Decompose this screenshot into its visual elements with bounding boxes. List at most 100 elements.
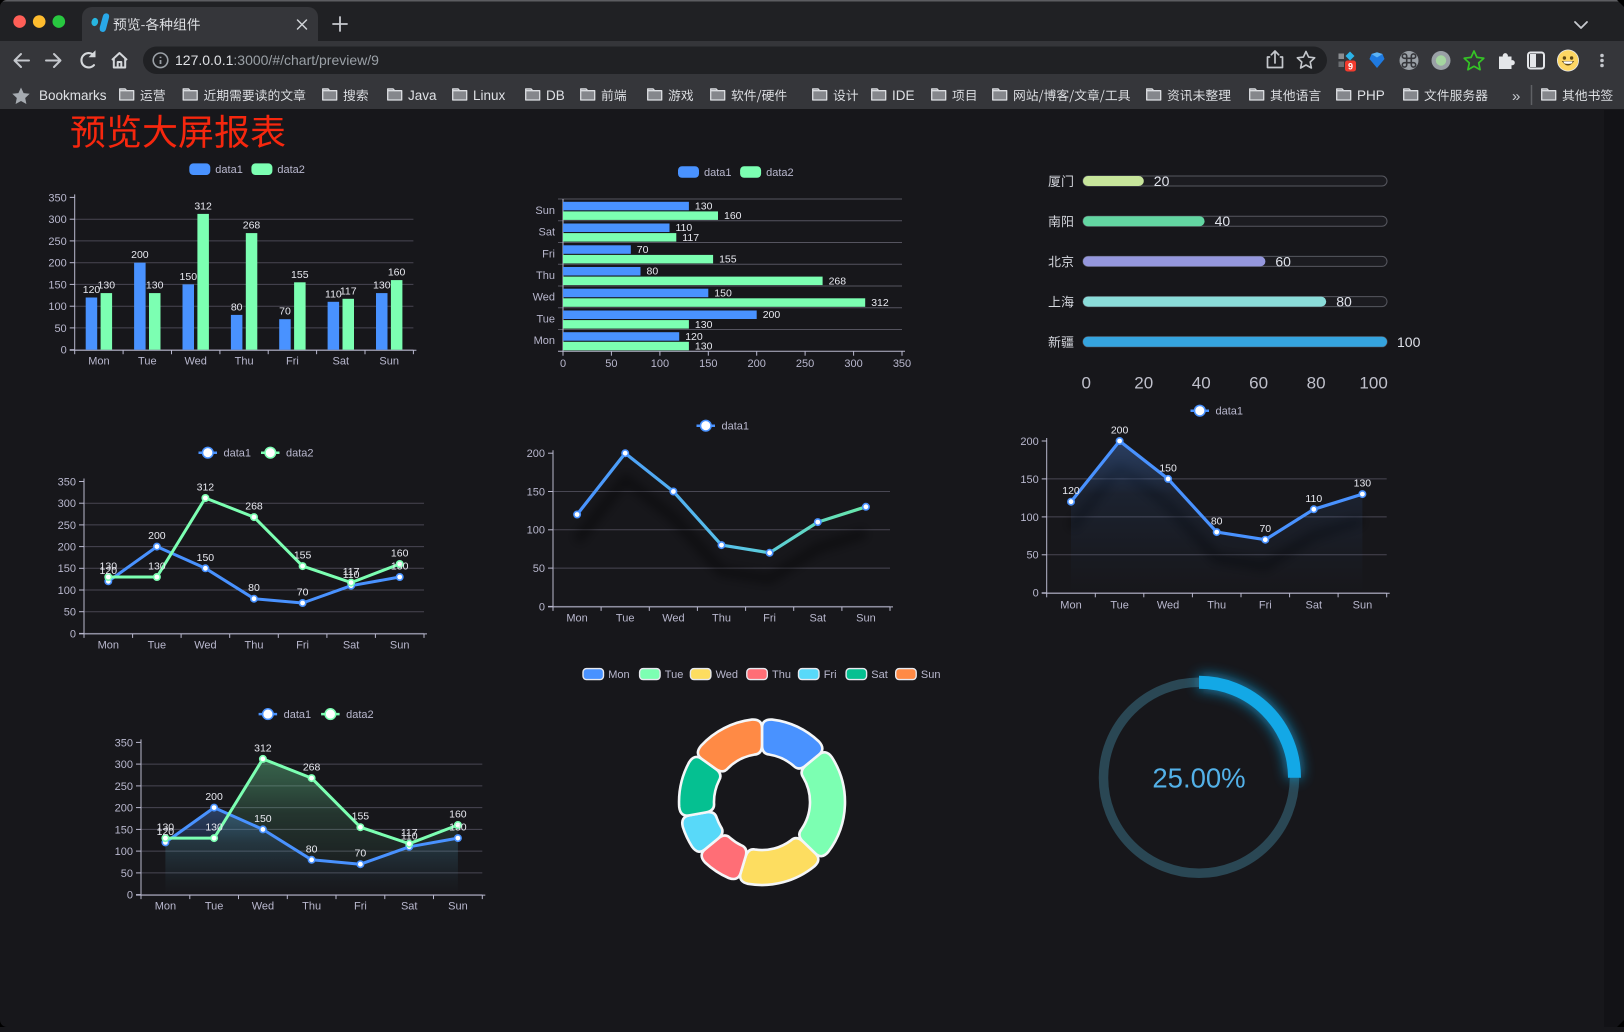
svg-text:Fri: Fri [1259,600,1272,612]
svg-text:200: 200 [1020,436,1038,448]
svg-text:268: 268 [245,501,263,513]
svg-text:»: » [1512,88,1520,105]
svg-text:155: 155 [719,254,737,266]
svg-text:127.0.0.1: 127.0.0.1 [175,52,234,68]
svg-text:Mon: Mon [155,901,176,913]
svg-text:Sun: Sun [448,901,468,913]
svg-text:70: 70 [279,306,291,318]
svg-text:Sat: Sat [343,640,360,652]
svg-text:200: 200 [48,258,66,270]
svg-text:0: 0 [560,358,566,370]
svg-text:50: 50 [605,358,617,370]
svg-text:data2: data2 [286,448,314,460]
svg-text:Sat: Sat [401,901,418,913]
svg-text:Fri: Fri [354,901,367,913]
svg-text:155: 155 [352,811,370,823]
svg-text:250: 250 [58,520,76,532]
svg-text:Wed: Wed [194,640,216,652]
svg-text:data1: data1 [1216,406,1244,418]
svg-text:120: 120 [685,331,703,343]
svg-text:Tue: Tue [1110,600,1129,612]
svg-text:Wed: Wed [1157,600,1179,612]
svg-text:350: 350 [48,192,66,204]
svg-text:312: 312 [254,742,272,754]
svg-text:0: 0 [127,890,133,902]
svg-text:130: 130 [157,822,175,834]
svg-text:300: 300 [58,498,76,510]
svg-text:250: 250 [115,781,133,793]
svg-text:Tue: Tue [665,669,684,681]
svg-text:150: 150 [180,271,198,283]
svg-text:Mon: Mon [98,640,119,652]
svg-text:data1: data1 [224,448,252,460]
svg-text:100: 100 [48,301,66,313]
svg-text:50: 50 [533,563,545,575]
svg-text:Tue: Tue [616,613,635,625]
svg-text:150: 150 [115,824,133,836]
svg-text:0: 0 [539,601,545,613]
svg-text:80: 80 [1211,516,1223,528]
svg-text:0: 0 [70,628,76,640]
svg-text:Mon: Mon [534,335,555,347]
svg-text:Sat: Sat [810,613,827,625]
svg-text:100: 100 [527,525,545,537]
svg-text:200: 200 [205,791,223,803]
svg-text:150: 150 [48,279,66,291]
svg-text:100: 100 [115,846,133,858]
svg-text:9: 9 [1348,61,1353,71]
svg-text:350: 350 [893,358,911,370]
svg-text:350: 350 [115,737,133,749]
svg-text:Sun: Sun [535,205,555,217]
svg-text:100: 100 [651,358,669,370]
svg-text:0: 0 [1081,374,1090,393]
svg-text:117: 117 [343,566,360,578]
svg-text:40: 40 [1192,374,1211,393]
svg-text:130: 130 [391,561,409,573]
svg-text:Fri: Fri [763,613,776,625]
svg-text:70: 70 [637,244,649,256]
svg-text:117: 117 [401,827,418,839]
svg-text:130: 130 [373,280,391,292]
svg-text:312: 312 [194,200,212,212]
svg-text:110: 110 [343,569,360,581]
svg-text:160: 160 [388,267,406,279]
svg-text:80: 80 [231,301,243,313]
svg-text:Mon: Mon [88,356,109,368]
svg-text:155: 155 [294,550,312,562]
svg-text:60: 60 [1249,374,1268,393]
svg-text:70: 70 [355,848,367,860]
svg-text:0: 0 [61,345,67,357]
svg-text:160: 160 [724,210,742,222]
svg-text:130: 130 [695,200,713,212]
svg-text:130: 130 [1354,478,1372,490]
svg-text:data2: data2 [277,164,305,176]
svg-text:130: 130 [449,822,467,834]
svg-text:Thu: Thu [235,356,254,368]
svg-text:40: 40 [1215,213,1231,229]
svg-text:120: 120 [83,284,101,296]
svg-text:130: 130 [146,280,164,292]
svg-text:110: 110 [676,222,693,234]
svg-text:150: 150 [699,358,717,370]
svg-text:200: 200 [131,249,149,261]
svg-text:Thu: Thu [1207,600,1226,612]
svg-text:20: 20 [1154,173,1170,189]
svg-text:117: 117 [340,285,357,297]
svg-text:110: 110 [1305,493,1322,505]
svg-text:PHP: PHP [1357,88,1385,103]
svg-text:25.00%: 25.00% [1152,763,1245,794]
svg-text:120: 120 [157,826,175,838]
svg-text:Sun: Sun [921,669,941,681]
svg-text:250: 250 [796,358,814,370]
svg-text:20: 20 [1134,374,1153,393]
svg-text:150: 150 [58,563,76,575]
svg-text:data1: data1 [284,709,312,721]
svg-text:120: 120 [1062,485,1080,497]
svg-text:312: 312 [871,297,889,309]
svg-text:50: 50 [121,868,133,880]
svg-text:Fri: Fri [286,356,299,368]
svg-text:Mon: Mon [608,669,629,681]
svg-text:350: 350 [58,476,76,488]
svg-text:200: 200 [763,309,781,321]
svg-text:200: 200 [527,448,545,460]
